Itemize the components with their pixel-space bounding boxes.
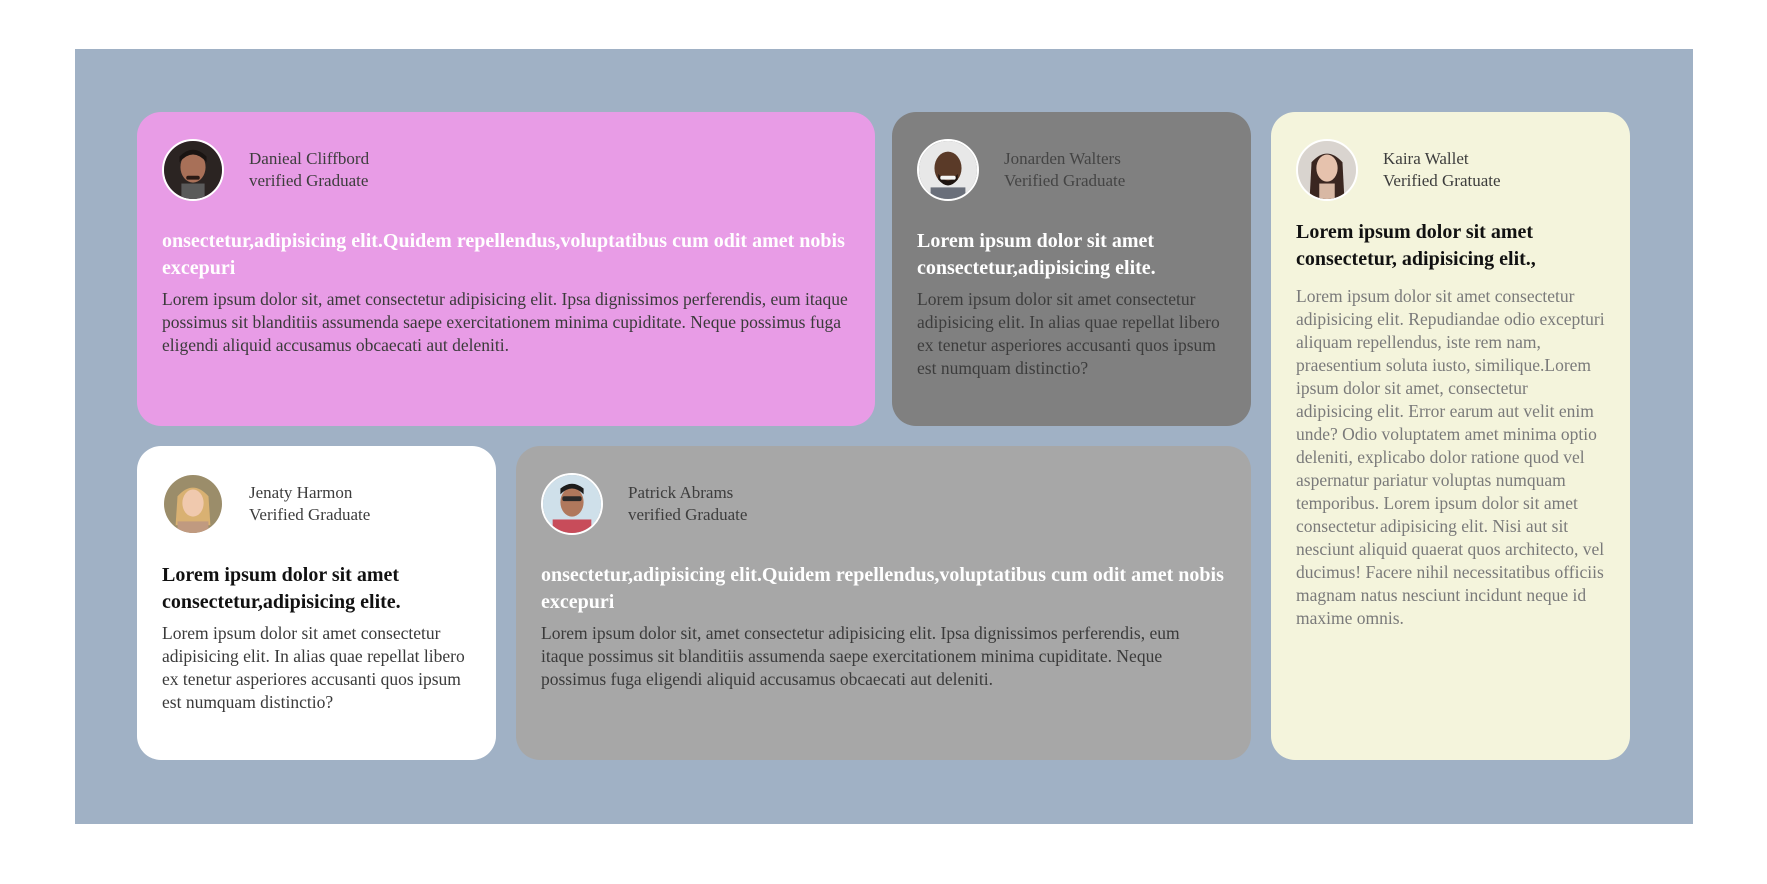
testimonial-title: Lorem ipsum dolor sit amet consectetur, … <box>1296 221 1536 270</box>
author-role: verified Graduate <box>628 504 748 524</box>
card-header: Jonarden Walters Verified Graduate <box>917 137 1226 202</box>
testimonial-body: Lorem ipsum dolor sit, amet consectetur … <box>162 289 848 355</box>
card-header: Jenaty Harmon Verified Graduate <box>162 471 471 536</box>
testimonial-card-kaira: Kaira Wallet Verified Gratuate Lorem ips… <box>1271 112 1630 760</box>
author-role: Verified Gratuate <box>1383 170 1501 190</box>
author-name: Danieal Cliffbord <box>249 148 370 168</box>
testimonial-card-danieal: Danieal Cliffbord verified Graduate onse… <box>137 112 875 426</box>
author-name: Kaira Wallet <box>1383 148 1469 168</box>
author-role: verified Graduate <box>249 170 369 190</box>
testimonial-body: Lorem ipsum dolor sit amet consectetur a… <box>162 623 465 712</box>
testimonial-card-jenaty: Jenaty Harmon Verified Graduate Lorem ip… <box>137 446 496 760</box>
testimonial-title: onsectetur,adipisicing elit.Quidem repel… <box>541 564 1224 613</box>
author-name: Patrick Abrams <box>628 482 734 502</box>
testimonial-body: Lorem ipsum dolor sit, amet consectetur … <box>541 623 1180 689</box>
card-header: Patrick Abrams verified Graduate <box>541 471 1226 536</box>
author-role: Verified Graduate <box>1004 170 1126 190</box>
card-header: Kaira Wallet Verified Gratuate <box>1296 137 1605 202</box>
author-role: Verified Graduate <box>249 504 371 524</box>
author-name: Jenaty Harmon <box>249 482 353 502</box>
testimonial-card-patrick: Patrick Abrams verified Graduate onsecte… <box>516 446 1251 760</box>
card-header: Danieal Cliffbord verified Graduate <box>162 137 850 202</box>
testimonial-body: Lorem ipsum dolor sit amet consectetur a… <box>917 289 1220 378</box>
testimonial-title: Lorem ipsum dolor sit amet consectetur,a… <box>162 564 401 613</box>
woman-avatar-icon <box>1296 138 1358 201</box>
testimonial-title: Lorem ipsum dolor sit amet consectetur,a… <box>917 230 1156 279</box>
man-avatar-icon <box>917 138 979 201</box>
testimonial-card-jonarden: Jonarden Walters Verified Graduate Lorem… <box>892 112 1251 426</box>
woman-avatar-icon <box>162 472 224 535</box>
testimonial-body: Lorem ipsum dolor sit amet consectetur a… <box>1296 286 1605 628</box>
testimonials-grid: Danieal Cliffbord verified Graduate onse… <box>75 49 1693 824</box>
author-name: Jonarden Walters <box>1004 148 1121 168</box>
testimonial-title: onsectetur,adipisicing elit.Quidem repel… <box>162 230 845 279</box>
man-avatar-icon <box>162 138 224 201</box>
man-avatar-icon <box>541 472 603 535</box>
